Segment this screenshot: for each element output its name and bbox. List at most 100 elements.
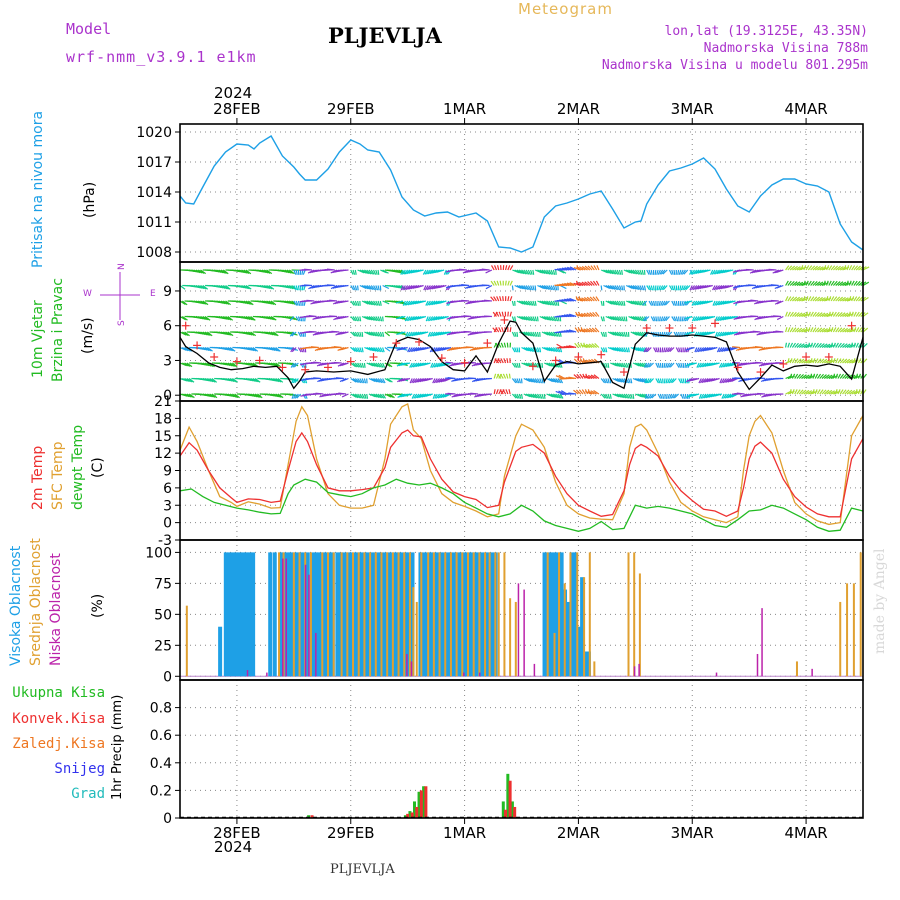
wind-barb — [559, 331, 562, 337]
wind-barb — [687, 346, 695, 351]
wind-barb — [612, 346, 619, 352]
wind-barb — [397, 315, 406, 320]
wind-barb — [821, 312, 829, 318]
wind-barb — [197, 300, 205, 305]
wind-barb — [630, 378, 633, 384]
wind-barb — [359, 362, 363, 368]
wind-barb — [805, 280, 809, 286]
wind-barb — [559, 269, 567, 274]
wind-barb — [534, 393, 540, 399]
wind-barb — [588, 327, 595, 333]
wind-barb — [566, 298, 575, 302]
wind-barb — [295, 285, 299, 291]
temp-ytick-label: 3 — [163, 498, 172, 514]
wind-barb — [536, 347, 540, 353]
wind-barb — [350, 269, 354, 275]
wind-barb — [609, 331, 617, 336]
wind-barb — [844, 343, 851, 349]
wind-barb — [665, 316, 670, 322]
wind-barb — [639, 347, 645, 353]
low-cloud-bar — [811, 668, 813, 677]
wind-barb — [222, 269, 229, 275]
wind-barb — [382, 316, 384, 322]
wind-barb — [408, 347, 413, 353]
wind-barb — [552, 316, 557, 322]
wind-barb — [350, 378, 357, 383]
wind-barb — [402, 377, 411, 382]
wind-barb — [722, 362, 727, 368]
wind-barb — [504, 265, 508, 271]
wind-barb — [719, 316, 725, 321]
mid-cloud-bar — [514, 601, 517, 677]
wind-barb — [202, 285, 209, 290]
wind-barb — [527, 347, 534, 352]
wind-barb — [837, 312, 843, 317]
wind-barb — [511, 331, 516, 337]
wind-barb — [699, 300, 707, 305]
wind-barb — [511, 285, 514, 291]
wind-barb — [596, 265, 600, 271]
wind-barb — [418, 300, 427, 304]
wind-barb — [574, 342, 579, 348]
wind-barb — [204, 331, 211, 337]
wind-barb — [407, 300, 413, 306]
wind-barb — [578, 297, 586, 302]
wind-barb — [329, 299, 338, 302]
wind-barb — [828, 280, 832, 286]
wind-barb — [359, 378, 364, 384]
wind-barb — [341, 362, 349, 367]
wind-barb — [695, 269, 702, 275]
wind-barb — [368, 346, 375, 352]
wind-barb — [568, 345, 577, 349]
wind-barb — [382, 393, 387, 399]
wind-barb — [639, 285, 643, 291]
wind-barb — [580, 313, 588, 318]
wind-barb — [422, 346, 431, 351]
wind-barb — [435, 315, 443, 321]
high-cloud-bar — [272, 552, 277, 677]
wind-barb — [637, 347, 643, 352]
mid-cloud-bar — [386, 552, 389, 677]
wind-dir-w: W — [83, 289, 92, 299]
wind-barb — [589, 312, 595, 317]
wind-barb — [614, 269, 619, 275]
wind-barb — [364, 315, 371, 321]
wind-barb — [839, 389, 844, 395]
wind-barb — [179, 331, 187, 336]
conv-precip-bar — [410, 812, 414, 818]
wind-barb — [382, 378, 386, 384]
wind-barb — [206, 347, 213, 352]
wind-barb — [270, 362, 278, 367]
wind-barb — [810, 373, 813, 379]
wind-barb — [218, 284, 226, 289]
wind-barb — [509, 327, 512, 333]
wind-barb — [354, 362, 360, 368]
wind-barb — [627, 393, 632, 399]
wind-barb — [527, 331, 533, 337]
wind-barb — [181, 300, 188, 306]
wind-barb — [641, 285, 645, 291]
wind-barb — [275, 377, 282, 383]
wind-barb — [817, 358, 822, 364]
wind-barb — [245, 269, 252, 275]
wind-barb — [386, 393, 394, 398]
pressure-ytick-label: 1017 — [136, 155, 172, 171]
wind-barb — [566, 329, 574, 333]
wind-barb — [409, 316, 415, 321]
wind-barb — [647, 378, 652, 384]
wind-barb — [222, 315, 230, 321]
wind-barb — [354, 393, 361, 399]
wind-barb — [432, 316, 438, 321]
wind-barb — [525, 285, 530, 291]
wind-barb — [521, 346, 528, 352]
wind-barb — [649, 393, 655, 399]
high-cloud-bar — [295, 552, 300, 677]
wind-barb — [232, 378, 238, 383]
wind-barb — [286, 300, 294, 305]
wind-barb — [516, 362, 520, 368]
wind-barb — [340, 315, 349, 319]
wind-barb — [663, 316, 668, 322]
wind-barb — [667, 378, 671, 384]
mid-cloud-bar — [503, 552, 506, 677]
wind-barb — [266, 269, 273, 275]
